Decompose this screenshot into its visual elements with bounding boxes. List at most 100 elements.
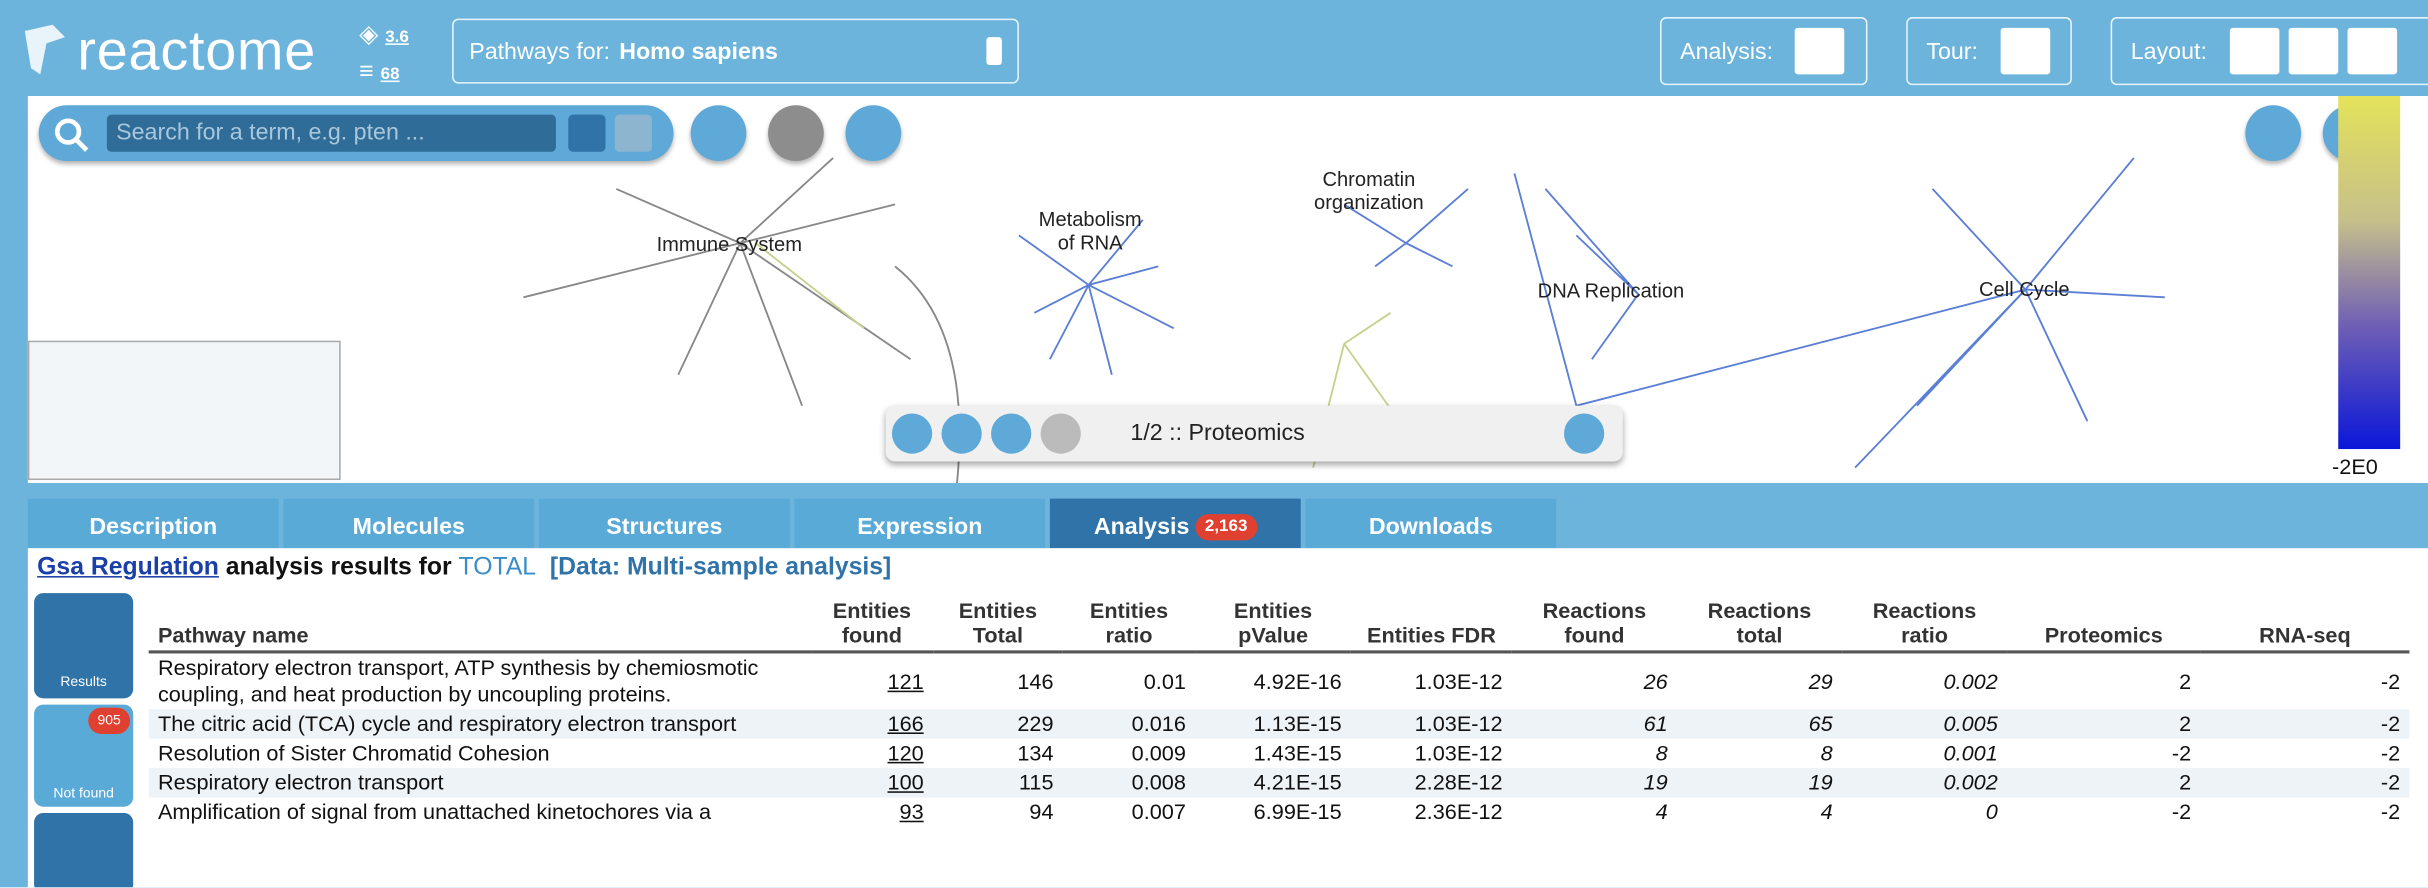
tab[interactable]: Downloads: [1305, 498, 1557, 549]
splitter[interactable]: [0, 483, 2428, 499]
column-header[interactable]: Reactions total: [1676, 594, 1843, 654]
cell: 1.43E-15: [1253, 740, 1342, 765]
speed-button[interactable]: [1040, 413, 1081, 454]
tab[interactable]: Structures: [538, 498, 790, 549]
cell: 0: [1985, 799, 1998, 824]
analysis-button[interactable]: Analysis:: [1659, 17, 1868, 86]
tab[interactable]: Expression: [794, 498, 1046, 549]
button-label: Analysis:: [1680, 38, 1774, 66]
pathway-name[interactable]: Respiratory electron transport: [148, 768, 811, 798]
pathway-name[interactable]: Resolution of Sister Chromatid Cohesion: [157, 740, 550, 765]
tab[interactable]: Description: [27, 498, 279, 549]
column-header[interactable]: Entities Total: [932, 594, 1063, 654]
count[interactable]: 68: [380, 65, 400, 84]
cell: -2: [2380, 668, 2401, 693]
first-button[interactable]: [891, 413, 933, 454]
next-button[interactable]: [991, 413, 1032, 454]
tab[interactable]: Molecules: [283, 498, 535, 549]
download-results-button[interactable]: [34, 812, 134, 888]
cell: 26: [1643, 668, 1668, 693]
results-button[interactable]: Results: [34, 593, 134, 699]
cell: 134: [1017, 740, 1054, 765]
thumbnail[interactable]: [27, 340, 341, 481]
hierarchy-button[interactable]: [768, 105, 824, 162]
cell[interactable]: 166: [810, 709, 933, 739]
cell: 2: [2179, 668, 2192, 693]
fireworks-button[interactable]: [845, 105, 902, 162]
release[interactable]: 3.6: [385, 27, 409, 47]
cell[interactable]: 120: [887, 740, 924, 765]
cell[interactable]: 100: [810, 768, 933, 798]
cell[interactable]: 121: [887, 668, 924, 693]
search-bar[interactable]: Search for a term, e.g. pten ...: [38, 105, 674, 162]
cell: 4: [1820, 799, 1833, 824]
tour-button[interactable]: Tour:: [1906, 17, 2072, 86]
result-row[interactable]: Resolution of Sister Chromatid Cohesion 1…: [149, 739, 2410, 768]
cell: 1.03E-12: [1414, 740, 1503, 765]
species-select[interactable]: Pathways for: Homo sapiens: [452, 18, 1019, 84]
close-button[interactable]: [1563, 413, 1605, 454]
tab[interactable]: Analysis 2,163: [1049, 498, 1301, 549]
column-header[interactable]: RNA-seq: [2200, 594, 2410, 654]
cell: 115: [932, 768, 1063, 798]
result-row[interactable]: Amplification of signal from unattached …: [149, 797, 2410, 826]
not-found-button[interactable]: 905 Not found: [34, 704, 134, 807]
pathway-name[interactable]: Respiratory electron transport, ATP synt…: [157, 655, 759, 707]
result-row[interactable]: The citric acid (TCA) cycle and respirat…: [148, 709, 2410, 739]
column-header[interactable]: Reactions ratio: [1842, 594, 2008, 654]
cell: 0.007: [1131, 799, 1186, 824]
cell: 4.92E-16: [1253, 668, 1342, 693]
pathway-label[interactable]: Immune System: [656, 232, 803, 256]
cell: 8: [1655, 740, 1668, 765]
column-header[interactable]: Entities ratio: [1062, 594, 1196, 654]
cell: 146: [1017, 668, 1054, 693]
column-header[interactable]: Entities FDR: [1350, 594, 1512, 654]
tab-label: Expression: [857, 514, 983, 541]
pathway-label[interactable]: Metabolism of RNA: [1038, 207, 1142, 254]
layout-button[interactable]: Layout:: [2110, 17, 2428, 86]
cell: 0.016: [1062, 709, 1196, 739]
cell[interactable]: 93: [899, 799, 924, 824]
pathway-name[interactable]: Amplification of signal from unattached …: [157, 799, 712, 824]
cell: 229: [932, 709, 1063, 739]
column-header[interactable]: Pathway name: [148, 594, 811, 654]
results-table: Pathway name Entities found Entities Total…: [148, 594, 2410, 827]
options-button[interactable]: [614, 114, 652, 152]
pathway-label[interactable]: Cell Cycle: [1978, 277, 2070, 301]
cell: 6.99E-15: [1253, 799, 1342, 824]
cell: 4: [1655, 799, 1668, 824]
column-header[interactable]: Reactions found: [1511, 594, 1677, 654]
fit-button[interactable]: [690, 105, 747, 162]
cell: 4.21E-15: [1195, 768, 1351, 798]
side-label: Not found: [53, 785, 114, 801]
results-text: analysis results for: [225, 554, 452, 581]
release-icon: ◈ 3.6: [359, 21, 409, 49]
player-label: 1/2 :: Proteomics: [1130, 419, 1305, 446]
column-header[interactable]: Proteomics: [2007, 594, 2201, 654]
data-type: [Data: Multi-sample analysis]: [549, 554, 892, 581]
image-button[interactable]: [2245, 105, 2302, 162]
result-row[interactable]: Respiratory electron transport 100 115 0.00…: [148, 768, 2410, 798]
play-button[interactable]: [941, 413, 982, 454]
species-label: Pathways for:: [469, 38, 610, 66]
column-header[interactable]: Entities found: [810, 594, 933, 654]
search-input[interactable]: Search for a term, e.g. pten ...: [106, 114, 556, 152]
search-button[interactable]: [568, 114, 606, 152]
result-row[interactable]: Respiratory electron transport, ATP synt…: [149, 652, 2410, 709]
logo[interactable]: reactome: [77, 18, 317, 83]
count-icon: ≡ 68: [359, 58, 400, 86]
button-label: Layout:: [2130, 38, 2207, 66]
column-header[interactable]: Entities pValue: [1195, 594, 1351, 654]
resource: TOTAL: [458, 554, 537, 581]
pathway-label[interactable]: Chromatin organization: [1314, 167, 1424, 214]
search-icon: [54, 118, 89, 152]
pathway-label[interactable]: DNA Replication: [1537, 278, 1685, 302]
button-label: Tour:: [1926, 38, 1978, 66]
analysis-badge: 2,163: [1195, 514, 1257, 541]
pathway-name[interactable]: The citric acid (TCA) cycle and respirat…: [148, 709, 811, 739]
cell: 2: [2007, 768, 2201, 798]
sample-link[interactable]: Gsa Regulation: [37, 554, 219, 581]
